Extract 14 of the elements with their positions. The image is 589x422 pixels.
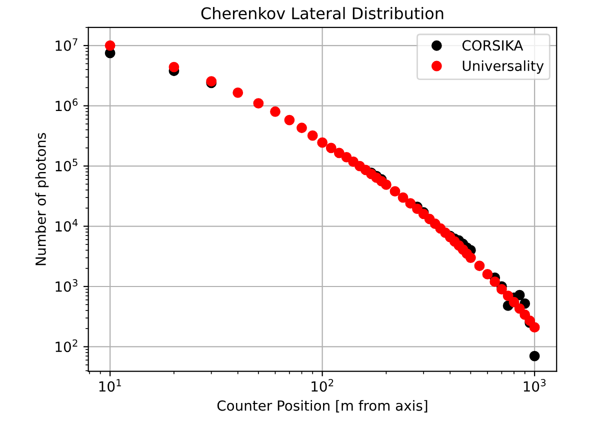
y-tick-label: 10$^{2}$ (56, 339, 78, 352)
y-tick-label: 10$^{7}$ (56, 38, 78, 51)
legend-label: CORSIKA (462, 40, 524, 51)
y-tick-label: 10$^{4}$ (56, 219, 78, 232)
y-axis-title: Number of photons (35, 133, 49, 266)
legend-label: Universality (462, 60, 544, 74)
x-tick-label: 10$^{2}$ (312, 378, 334, 392)
x-tick-label: 10$^{1}$ (99, 379, 121, 392)
x-tick-label: 10$^{3}$ (524, 378, 546, 392)
x-axis-title: Counter Position [m from axis] (217, 400, 428, 412)
y-tick-label: 10$^{6}$ (56, 98, 78, 112)
chart-title: Cherenkov Lateral Distribution (201, 6, 444, 20)
y-tick-label: 10$^{3}$ (56, 279, 78, 292)
y-tick-label: 10$^{5}$ (56, 158, 78, 172)
